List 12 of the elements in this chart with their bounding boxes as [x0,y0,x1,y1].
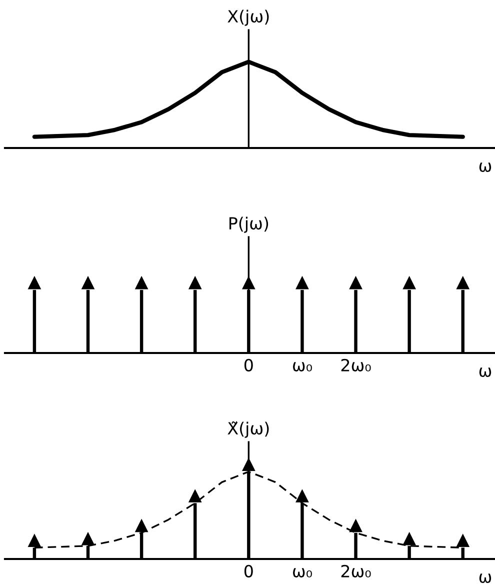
x-tick-label: 2ω₀ [341,358,371,372]
x-axis-title: ω [479,574,492,584]
x-tick-label: 0 [244,564,253,578]
y-axis-title: P(jω) [229,216,268,233]
x-axis-title: ω [479,162,492,172]
y-axis-title: X(jω) [228,10,269,26]
y-axis-title: X̃(jω) [228,421,269,438]
x-tick-label: ω₀ [292,362,312,372]
x-axis-title: ω [479,368,492,378]
x-tick-label: 0 [244,358,253,372]
x-tick-label: ω₀ [292,568,312,578]
x-tick-label: 2ω₀ [341,564,371,578]
